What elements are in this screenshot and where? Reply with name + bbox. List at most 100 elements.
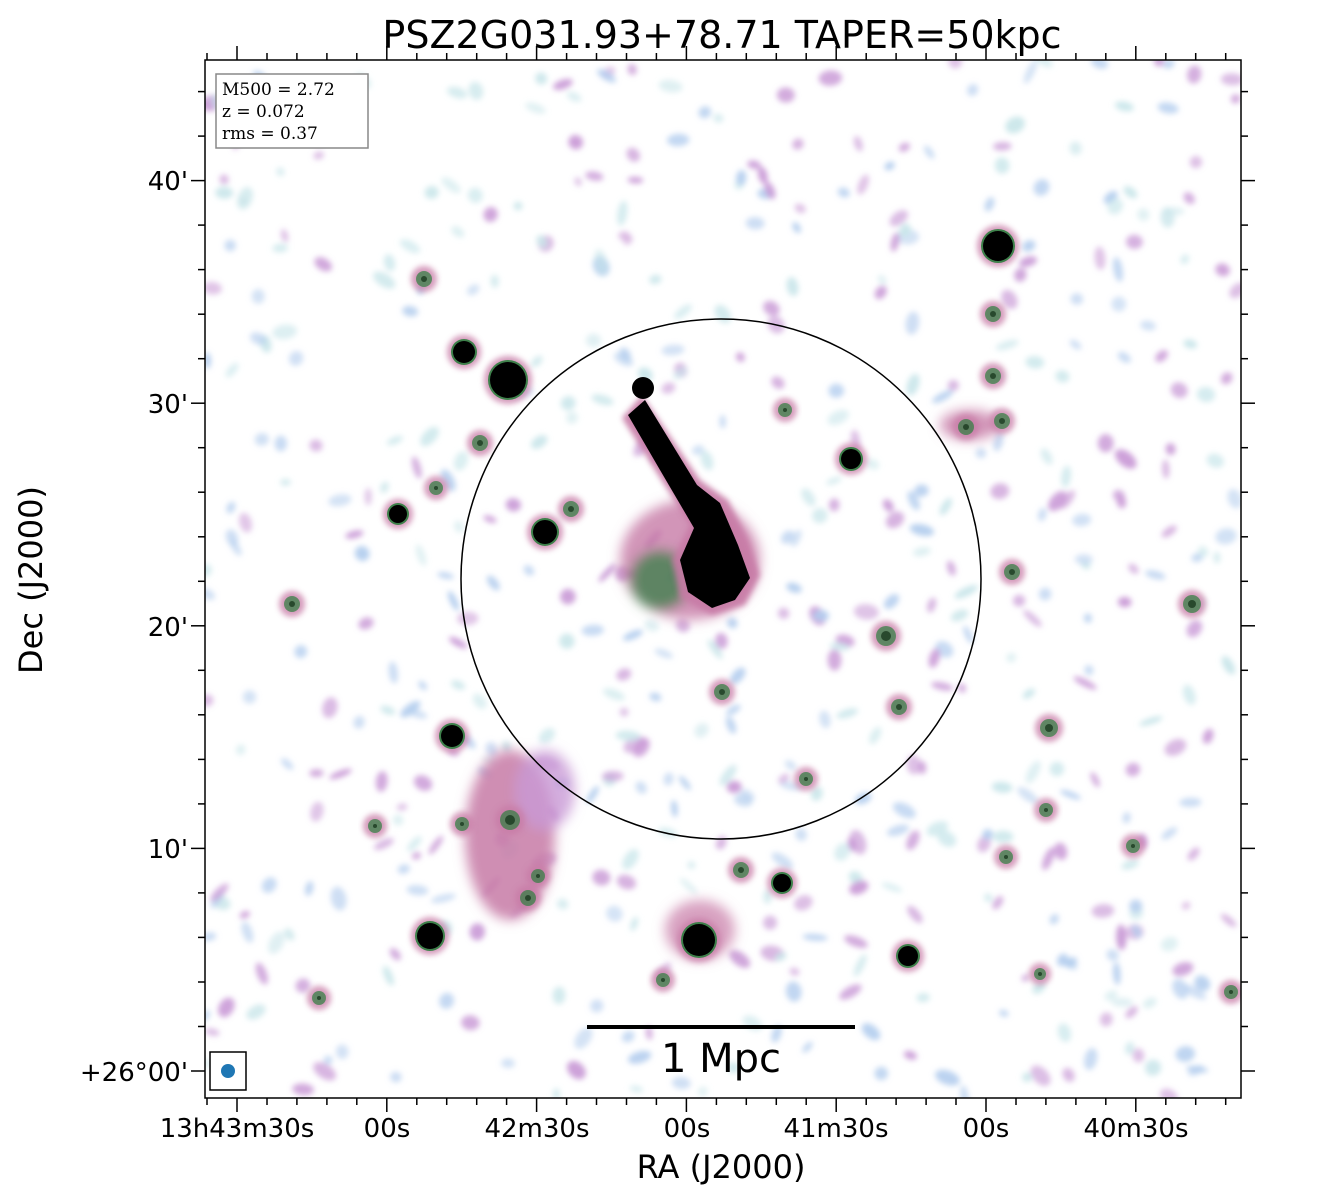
point-source: [484, 356, 532, 404]
noise-blob: [948, 60, 963, 69]
noise-blob: [623, 235, 633, 245]
noise-blob: [658, 79, 683, 93]
noise-blob: [1132, 924, 1142, 938]
noise-blob: [763, 915, 778, 930]
noise-blob: [215, 186, 234, 199]
noise-blob: [874, 285, 887, 300]
noise-blob: [853, 954, 867, 977]
noise-blob: [1116, 496, 1127, 509]
noise-blob: [730, 667, 746, 685]
noise-blob: [999, 1009, 1009, 1017]
noise-blob: [687, 861, 696, 869]
noise-blob: [853, 136, 863, 152]
noise-blob: [276, 167, 285, 177]
noise-blob: [975, 447, 987, 459]
noise-blob: [1054, 842, 1068, 860]
info-box: M500 = 2.72 z = 0.072 rms = 0.37: [215, 73, 369, 149]
noise-blob: [538, 728, 556, 744]
noise-blob: [1172, 978, 1189, 999]
noise-blob: [778, 773, 790, 784]
noise-blob: [205, 1028, 220, 1036]
noise-blob: [644, 619, 659, 632]
noise-blob: [1180, 254, 1190, 265]
noise-blob: [725, 716, 737, 734]
noise-blob: [1221, 656, 1236, 675]
noise-blob: [1186, 1065, 1209, 1073]
noise-blob: [1059, 490, 1076, 509]
noise-blob: [1137, 208, 1150, 221]
noise-blob: [1062, 1067, 1075, 1082]
y-tick-label: 10': [148, 835, 188, 865]
noise-blob: [574, 177, 582, 187]
noise-blob: [447, 590, 459, 611]
noise-blob: [692, 445, 705, 456]
noise-blob: [1037, 507, 1047, 522]
noise-blob: [764, 181, 776, 200]
noise-blob: [374, 837, 394, 851]
noise-blob: [1163, 60, 1175, 69]
noise-blob: [380, 705, 396, 715]
noise-blob: [906, 830, 920, 851]
noise-blob: [380, 481, 389, 493]
noise-blob: [402, 305, 419, 317]
noise-blob: [288, 350, 304, 366]
noise-blob: [437, 572, 454, 580]
noise-blob: [802, 1041, 813, 1053]
noise-blob: [865, 458, 880, 470]
noise-blob: [486, 575, 500, 591]
noise-blob: [1220, 73, 1241, 86]
noise-blob: [673, 366, 688, 380]
noise-blob: [763, 300, 780, 316]
noise-blob: [226, 501, 236, 514]
noise-blob: [874, 1066, 889, 1081]
noise-blob: [457, 611, 479, 626]
noise-blob: [635, 781, 647, 794]
noise-blob: [239, 911, 251, 919]
noise-blob: [536, 235, 548, 249]
noise-blob: [467, 284, 480, 296]
noise-blob: [274, 435, 288, 452]
point-source: [435, 719, 469, 753]
noise-blob: [225, 529, 239, 546]
noise-blob: [428, 835, 444, 855]
noise-blob: [328, 494, 352, 507]
noise-blob: [1074, 554, 1093, 565]
noise-blob: [483, 207, 498, 222]
noise-blob: [1125, 762, 1141, 777]
noise-blob: [1220, 913, 1237, 928]
noise-blob: [995, 339, 1019, 351]
noise-blob: [485, 741, 498, 758]
noise-blob: [784, 760, 797, 771]
noise-blob: [619, 707, 629, 717]
noise-blob: [406, 885, 429, 896]
noise-blob: [1084, 1047, 1098, 1071]
noise-blob: [439, 992, 455, 1009]
noise-blob: [490, 274, 499, 288]
x-tick-labels: 13h43m30s 00s 42m30s 00s 41m30s 00s 40m3…: [160, 1114, 1189, 1144]
noise-blob: [954, 584, 978, 599]
noise-blob: [1005, 116, 1025, 134]
noise-blob: [280, 758, 294, 770]
info-m500: M500 = 2.72: [222, 80, 335, 100]
noise-blob: [890, 232, 900, 252]
noise-blob: [957, 683, 967, 693]
noise-blob: [440, 469, 456, 492]
point-source: [383, 499, 413, 529]
noise-blob: [1114, 449, 1137, 469]
noise-blob: [1012, 594, 1026, 607]
noise-blob: [453, 451, 469, 471]
noise-blob: [1123, 186, 1138, 199]
noise-blob: [601, 770, 624, 782]
noise-blob: [795, 828, 807, 841]
noise-blob: [812, 609, 830, 622]
noise-blob: [1073, 676, 1097, 690]
noise-blob: [1099, 1012, 1113, 1027]
noise-blob: [397, 864, 410, 874]
noise-blob: [1170, 382, 1188, 399]
y-tick-labels: +26°00' 10' 20' 30' 40': [80, 167, 188, 1088]
noise-blob: [1155, 350, 1169, 363]
noise-blob: [1023, 60, 1038, 84]
noise-blob: [1145, 570, 1166, 580]
plot-frame: [204, 59, 1242, 1099]
noise-blob: [250, 332, 267, 345]
